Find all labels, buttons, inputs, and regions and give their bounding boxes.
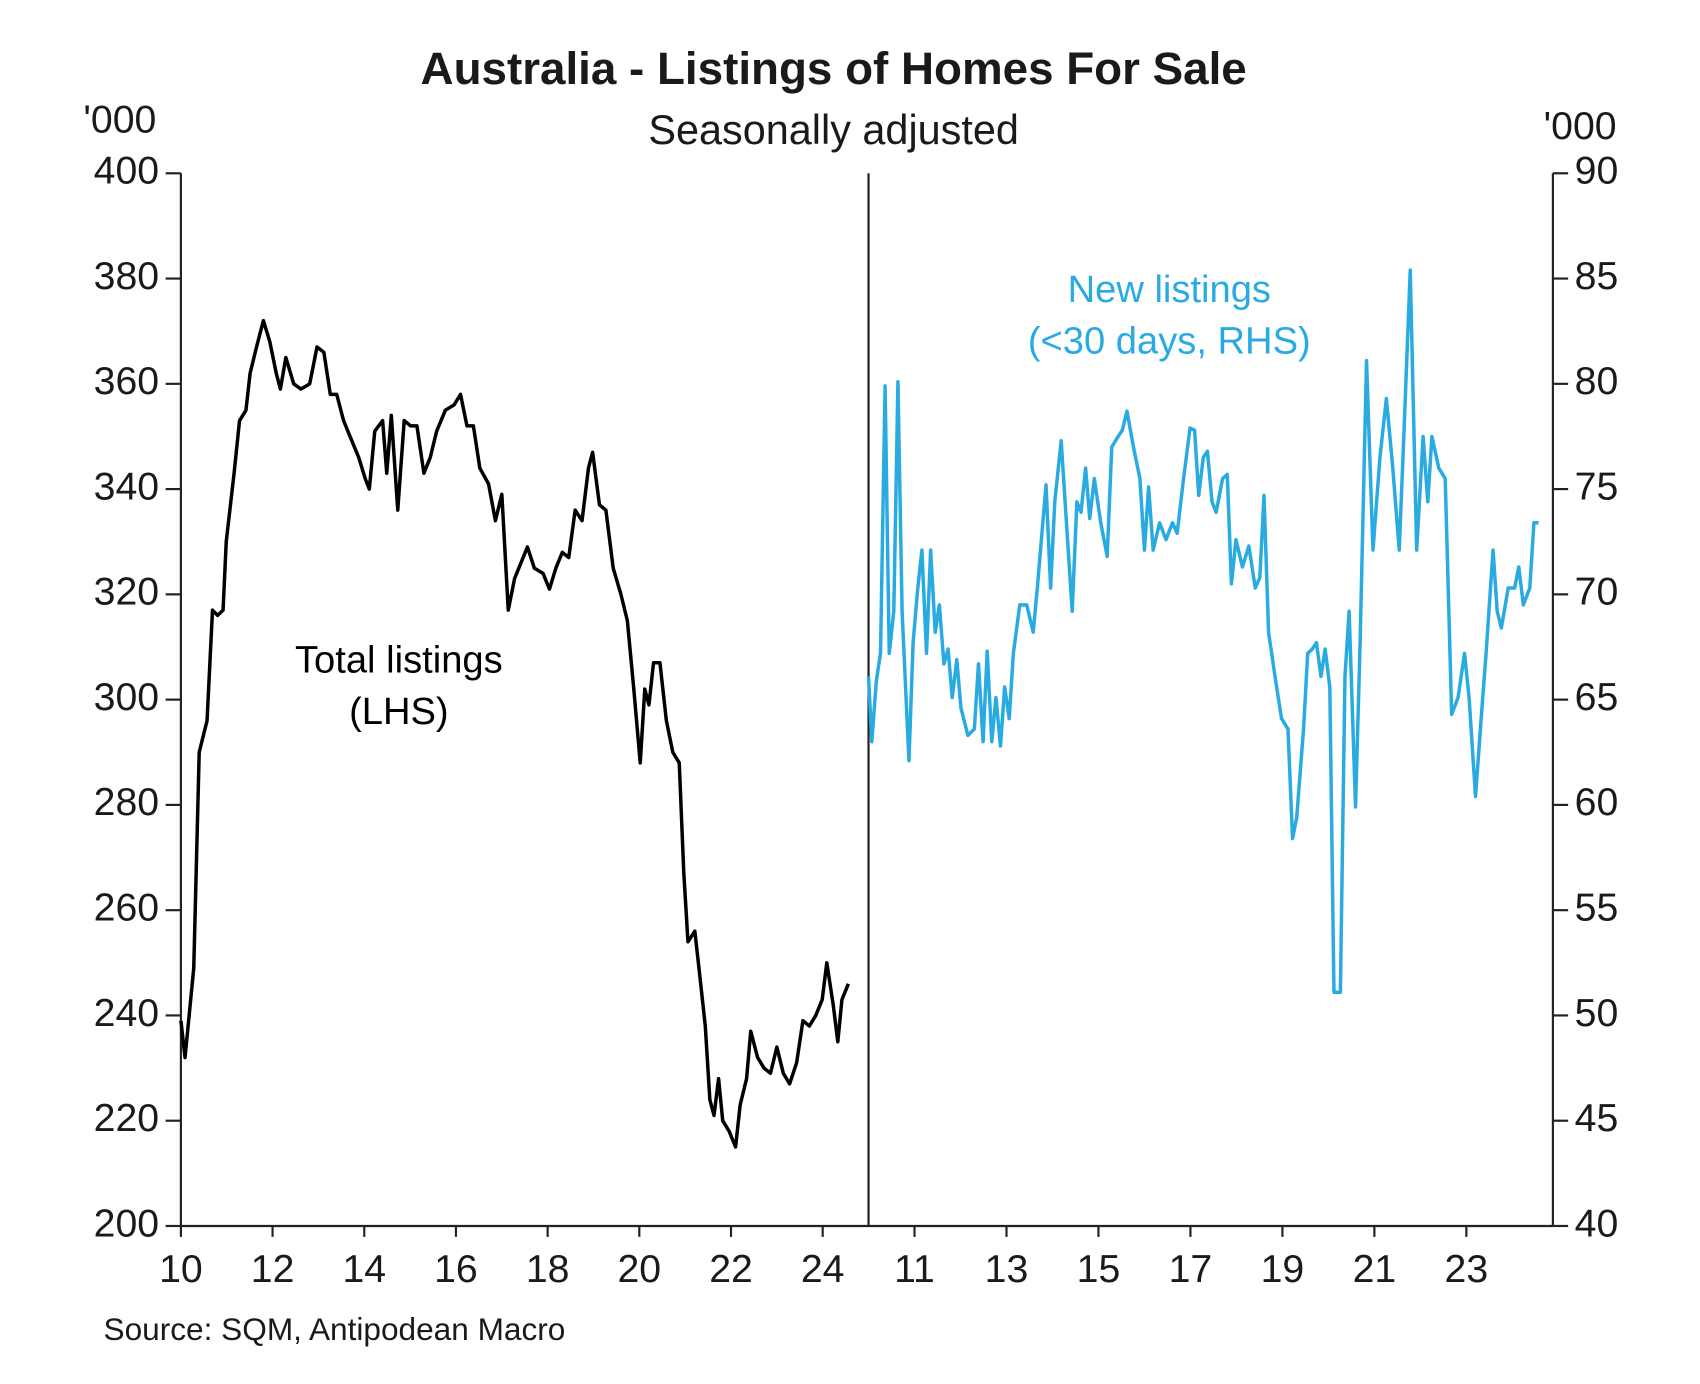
chart-subtitle: Seasonally adjusted (648, 107, 1019, 153)
y2-tick-label: 50 (1575, 991, 1619, 1035)
series-line (179, 318, 850, 1149)
y-tick-label: 320 (94, 570, 159, 614)
x-tick-label: 14 (342, 1247, 386, 1291)
y-tick-label: 380 (94, 254, 159, 298)
x-tick-label: 11 (894, 1247, 935, 1291)
x-tick-label: 15 (1077, 1247, 1121, 1291)
x-tick-label: 22 (709, 1247, 753, 1291)
y-tick-label: 200 (94, 1201, 159, 1245)
y2-tick-label: 90 (1575, 149, 1619, 193)
y-tick-label: 280 (94, 780, 159, 824)
y2-tick-label: 60 (1575, 780, 1619, 824)
y2-tick-label: 45 (1575, 1096, 1619, 1140)
source-note: Source: SQM, Antipodean Macro (104, 1311, 566, 1347)
y-tick-label: 240 (94, 991, 159, 1035)
y-tick-label: 220 (94, 1096, 159, 1140)
x-tick-label: 20 (618, 1247, 662, 1291)
series-annotation: Total listings (295, 639, 503, 682)
chart-title: Australia - Listings of Homes For Sale (421, 43, 1247, 94)
y2-tick-label: 65 (1575, 675, 1619, 719)
y2-tick-label: 55 (1575, 886, 1619, 930)
y2-tick-label: 40 (1575, 1201, 1619, 1245)
x-tick-label: 18 (526, 1247, 570, 1291)
series-line (866, 268, 1539, 994)
y2-tick-label: 80 (1575, 359, 1619, 403)
y-tick-label: 360 (94, 359, 159, 403)
y-tick-label: 340 (94, 464, 159, 508)
y2-tick-label: 85 (1575, 254, 1619, 298)
x-tick-label: 17 (1169, 1247, 1213, 1291)
y2-tick-label: 75 (1575, 464, 1619, 508)
x-tick-label: 10 (159, 1247, 203, 1291)
x-tick-label: 12 (251, 1247, 295, 1291)
x-tick-label: 24 (801, 1247, 845, 1291)
y2-unit-label: '000 (1544, 104, 1617, 148)
x-tick-label: 23 (1445, 1247, 1489, 1291)
series-annotation: (<30 days, RHS) (1028, 319, 1311, 362)
y-tick-label: 300 (94, 675, 159, 719)
y-unit-label: '000 (83, 97, 156, 141)
x-tick-label: 16 (434, 1247, 478, 1291)
x-tick-label: 19 (1261, 1247, 1305, 1291)
series-annotation: New listings (1068, 268, 1271, 311)
y2-tick-label: 70 (1575, 570, 1619, 614)
x-tick-label: 21 (1353, 1247, 1397, 1291)
series-annotation: (LHS) (349, 690, 449, 733)
y-tick-label: 260 (94, 886, 159, 930)
y-tick-label: 400 (94, 149, 159, 193)
x-tick-label: 13 (985, 1247, 1029, 1291)
